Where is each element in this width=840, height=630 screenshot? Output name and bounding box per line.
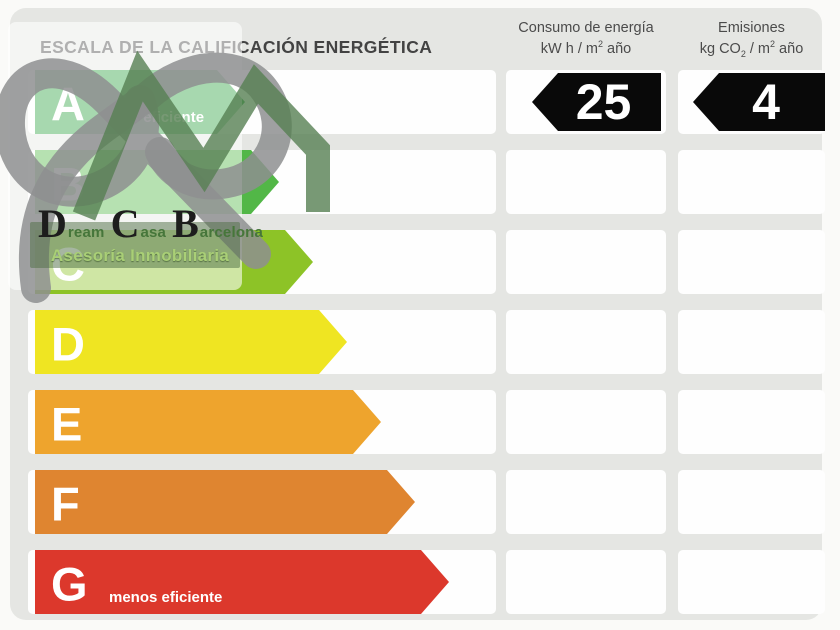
row-cell-c3-F [678, 470, 825, 534]
watermark-name-rest: ream [67, 224, 105, 241]
emissions-value-tag: 4 [693, 73, 825, 131]
rating-arrow-E: E [35, 390, 381, 454]
row-cell-c2-C [506, 230, 666, 294]
rating-grade-label-E: E [51, 397, 83, 451]
rating-grade-label-D: D [51, 317, 85, 371]
emissions-label: Emisiones [718, 20, 785, 36]
emissions-unit: kg CO2 / m2 año [699, 39, 804, 59]
rating-arrow-F: F [35, 470, 415, 534]
row-cell-c3-C [678, 230, 825, 294]
row-cell-c2-E [506, 390, 666, 454]
gray-ribbon-icon [0, 58, 271, 269]
rating-row-F: F [28, 470, 825, 534]
watermark-logo-icon [0, 50, 330, 303]
rating-grade-label-G: G [51, 557, 88, 611]
consumption-unit: kW h / m2 año [540, 39, 632, 57]
watermark-tagline: Asesoría Inmobiliaria [50, 246, 230, 265]
rating-row-D: D [28, 310, 825, 374]
row-cell-c3-E [678, 390, 825, 454]
row-cell-c3-G [678, 550, 825, 614]
row-cell-c2-F [506, 470, 666, 534]
watermark-name-rest: arcelona [199, 224, 264, 241]
rating-arrow-D: D [35, 310, 347, 374]
green-roofline-icon [72, 50, 330, 221]
emissions-column-header: Emisiones kg CO2 / m2 año [669, 18, 834, 60]
watermark-initial: D [38, 201, 67, 246]
watermark-name-rest: asa [140, 224, 167, 241]
row-cell-c2-G [506, 550, 666, 614]
watermark-initial: C [110, 201, 140, 246]
consumption-value-tag: 25 [532, 73, 661, 131]
row-cell-c3-D [678, 310, 825, 374]
rating-row-E: E [28, 390, 825, 454]
row-cell-c2-B [506, 150, 666, 214]
rating-grade-label-F: F [51, 477, 80, 531]
row-cell-c3-B [678, 150, 825, 214]
watermark-initial: B [172, 201, 199, 246]
consumption-label: Consumo de energía [518, 20, 654, 36]
consumption-column-header: Consumo de energía kW h / m2 año [496, 18, 676, 60]
row-cell-c2-D [506, 310, 666, 374]
watermark-band [30, 222, 240, 268]
rating-note-G: menos eficiente [109, 589, 223, 606]
